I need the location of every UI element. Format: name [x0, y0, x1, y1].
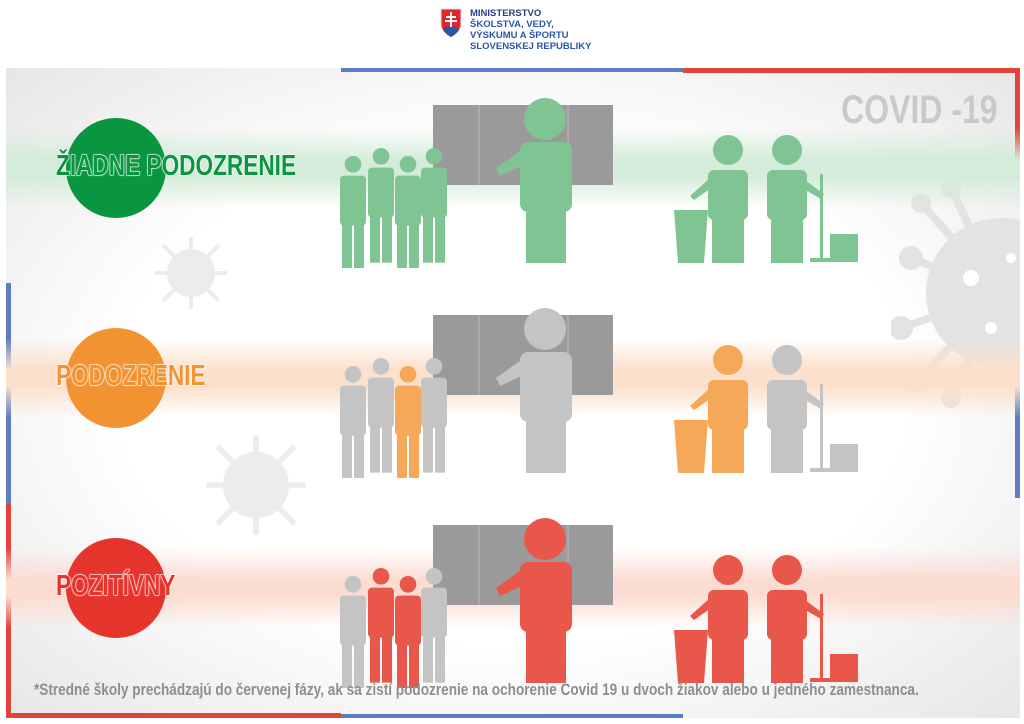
student-figure	[368, 358, 394, 473]
status-label: ŽIADNE PODOZRENIE	[56, 150, 297, 183]
teacher-figure	[496, 98, 572, 263]
covid-title: COVID -19	[841, 88, 998, 132]
student-figure	[421, 358, 447, 473]
row-illustration	[340, 518, 858, 688]
student-figure	[421, 148, 447, 263]
border-segment	[341, 714, 683, 718]
student-figure	[340, 156, 366, 268]
virus-icon	[155, 237, 227, 309]
student-figure	[368, 148, 394, 263]
border-segment	[6, 713, 341, 718]
janitor-figure	[767, 345, 858, 473]
border-segment	[1015, 68, 1020, 178]
student-figure	[395, 366, 421, 478]
ministry-logo: MINISTERSTVO ŠKOLSTVA, VEDY, VÝSKUMU A Š…	[440, 8, 591, 52]
virus-icon	[206, 435, 306, 535]
logo-line: MINISTERSTVO	[470, 8, 542, 19]
border-segment	[1015, 378, 1020, 498]
footnote: *Stredné školy prechádzajú do červenej f…	[34, 680, 919, 699]
student-figure	[421, 568, 447, 683]
janitor-figure	[767, 555, 858, 683]
infographic-panel: COVID -19 ŽIADNE PODOZRENIE PODOZRENIE	[6, 68, 1020, 718]
student-figure	[340, 366, 366, 478]
slovak-coat-of-arms-icon	[440, 8, 462, 38]
student-figure	[395, 156, 421, 268]
border-segment	[683, 68, 1020, 73]
student-figure	[340, 576, 366, 688]
status-label: POZITÍVNY	[56, 570, 176, 603]
cleaner-figure	[674, 135, 748, 263]
janitor-figure	[767, 135, 858, 263]
student-figure	[368, 568, 394, 683]
teacher-figure	[496, 308, 572, 473]
logo-line: ŠKOLSTVA, VEDY,	[470, 19, 554, 30]
status-circle	[66, 328, 166, 428]
row-illustration	[340, 98, 858, 268]
trash-bin-icon	[674, 210, 708, 263]
cleaner-figure	[674, 345, 748, 473]
bucket-icon	[830, 234, 858, 262]
status-circle	[66, 118, 166, 218]
bucket-icon	[830, 654, 858, 682]
status-label: PODOZRENIE	[56, 360, 206, 393]
logo-line: SLOVENSKEJ REPUBLIKY	[470, 41, 592, 52]
row-illustration	[340, 308, 858, 478]
bucket-icon	[830, 444, 858, 472]
logo-line: VÝSKUMU A ŠPORTU	[470, 30, 569, 41]
cleaner-figure	[674, 555, 748, 683]
border-segment	[341, 68, 683, 72]
trash-bin-icon	[674, 630, 708, 683]
student-figure	[395, 576, 421, 688]
status-circle	[66, 538, 166, 638]
trash-bin-icon	[674, 420, 708, 473]
teacher-figure	[496, 518, 572, 683]
